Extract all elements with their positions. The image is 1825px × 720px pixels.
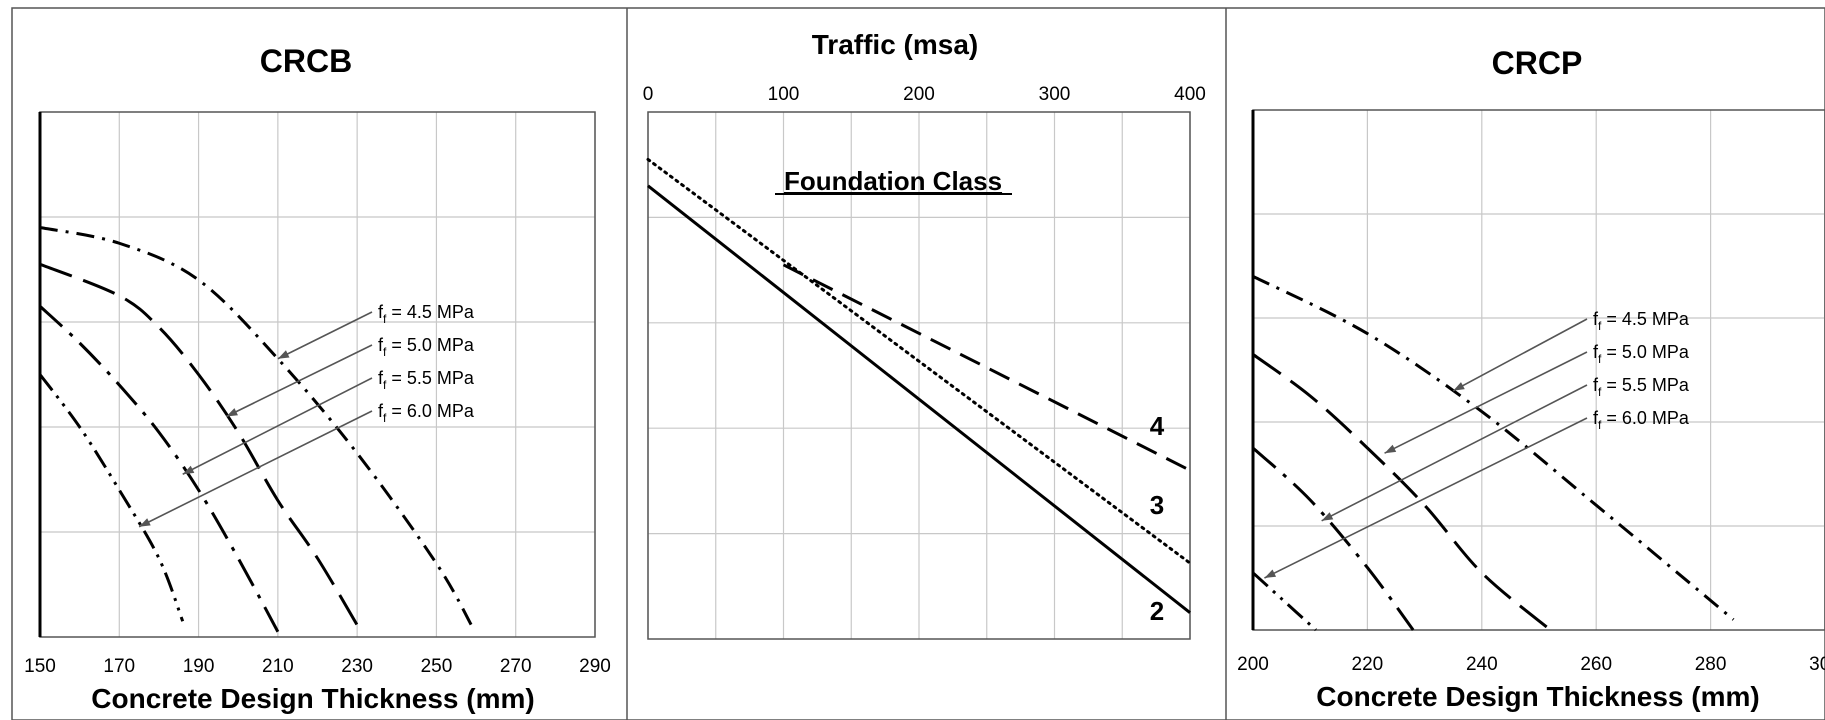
x-tick-label: 300 xyxy=(1039,84,1071,105)
flexural-strength-label: ff = 6.0 MPa xyxy=(378,401,475,425)
x-tick-label: 220 xyxy=(1352,654,1384,675)
crcp-series-4 xyxy=(1251,571,1317,632)
x-tick-label: 150 xyxy=(24,656,56,677)
traffic-plot-frame xyxy=(647,111,1191,640)
x-tick-label: 230 xyxy=(341,656,373,677)
foundation-class-label-2: 2 xyxy=(1150,596,1164,626)
crcp-curves xyxy=(1251,275,1735,632)
traffic-series-2 xyxy=(647,184,1191,614)
annotation-arrowhead xyxy=(1453,382,1465,391)
x-tick-label: 0 xyxy=(643,84,654,105)
crcp-series-3 xyxy=(1251,446,1415,631)
annotation-arrowhead xyxy=(226,408,238,417)
annotation-arrow xyxy=(225,344,373,418)
x-tick-label: 100 xyxy=(768,84,800,105)
crcp-x-ticks: 200 220 240 260 280 300 xyxy=(1237,654,1825,675)
x-tick-label: 200 xyxy=(903,84,935,105)
x-tick-label: 200 xyxy=(1237,654,1269,675)
annotation-arrowhead xyxy=(182,465,195,475)
crcb-x-axis-label: Concrete Design Thickness (mm) xyxy=(91,683,534,714)
annotation-arrowhead xyxy=(1384,444,1397,454)
annotation-arrow xyxy=(138,410,373,528)
crcb-curves xyxy=(38,226,474,633)
x-tick-label: 290 xyxy=(579,656,611,677)
flexural-strength-label: ff = 5.5 MPa xyxy=(378,368,475,392)
crcp-title: CRCP xyxy=(1492,45,1583,81)
crcp-series-2 xyxy=(1252,353,1552,632)
traffic-panel: Traffic (msa) 0 100 200 300 400 Foundation C… xyxy=(643,29,1206,640)
crcb-series-3 xyxy=(38,305,280,633)
crcp-panel: CRCP ff = 4.5 MPa ff = 5.0 MPa ff = 5.5 MP… xyxy=(1237,45,1825,712)
annotation-arrowhead xyxy=(1264,569,1277,578)
annotation-arrow xyxy=(182,377,373,475)
crcb-panel: CRCB ff = 4.5 MPa ff = 5.0 MPa ff = 5.5 MP… xyxy=(24,43,611,714)
traffic-x-ticks: 0 100 200 300 400 xyxy=(643,84,1206,105)
traffic-curves xyxy=(646,157,1192,614)
crcp-grid xyxy=(1252,110,1825,630)
annotation-arrowhead xyxy=(1321,512,1334,521)
annotation-arrow xyxy=(1452,318,1588,392)
crcb-x-ticks: 150 170 190 210 230 250 270 290 xyxy=(24,656,611,677)
flexural-strength-label: ff = 6.0 MPa xyxy=(1593,408,1690,432)
crcp-plot-frame xyxy=(1252,109,1825,631)
crcp-series-1 xyxy=(1252,275,1735,621)
annotation-arrowhead xyxy=(277,350,290,359)
crcb-title: CRCB xyxy=(260,43,352,79)
x-tick-label: 250 xyxy=(421,656,453,677)
crcp-x-axis-label: Concrete Design Thickness (mm) xyxy=(1316,681,1759,712)
crcb-series-1 xyxy=(39,226,474,628)
x-tick-label: 270 xyxy=(500,656,532,677)
foundation-class-label-4: 4 xyxy=(1150,411,1165,441)
annotation-arrow xyxy=(1321,384,1588,522)
annotation-arrow xyxy=(1384,351,1588,454)
foundation-class-label-3: 3 xyxy=(1150,490,1164,520)
flexural-strength-label: ff = 4.5 MPa xyxy=(1593,309,1690,333)
traffic-series-4 xyxy=(782,263,1191,472)
crcb-series-2 xyxy=(39,262,363,633)
figure-frame xyxy=(11,7,1825,720)
annotation-arrow xyxy=(277,311,373,360)
x-tick-label: 240 xyxy=(1466,654,1498,675)
x-tick-label: 170 xyxy=(103,656,135,677)
x-tick-label: 280 xyxy=(1695,654,1727,675)
traffic-series-3 xyxy=(646,157,1192,565)
annotation-arrowhead xyxy=(139,518,151,527)
flexural-strength-label: ff = 5.0 MPa xyxy=(1593,342,1690,366)
x-tick-label: 210 xyxy=(262,656,294,677)
traffic-axis-title: Traffic (msa) xyxy=(812,29,979,60)
x-tick-label: 400 xyxy=(1174,84,1206,105)
x-tick-label: 300 xyxy=(1809,654,1825,675)
x-tick-label: 190 xyxy=(183,656,215,677)
flexural-strength-label: ff = 5.0 MPa xyxy=(378,335,475,359)
crcp-annotations: ff = 4.5 MPa ff = 5.0 MPa ff = 5.5 MPa ff =… xyxy=(1264,309,1690,579)
x-tick-label: 260 xyxy=(1580,654,1612,675)
crcb-series-4 xyxy=(38,373,185,622)
flexural-strength-label: ff = 5.5 MPa xyxy=(1593,375,1690,399)
crcb-annotations: ff = 4.5 MPa ff = 5.0 MPa ff = 5.5 MPa ff =… xyxy=(138,302,475,528)
flexural-strength-label: ff = 4.5 MPa xyxy=(378,302,475,326)
annotation-arrow xyxy=(1264,417,1588,579)
traffic-line-labels: 2 3 4 xyxy=(1150,411,1165,626)
foundation-class-heading: Foundation Class xyxy=(784,166,1002,196)
